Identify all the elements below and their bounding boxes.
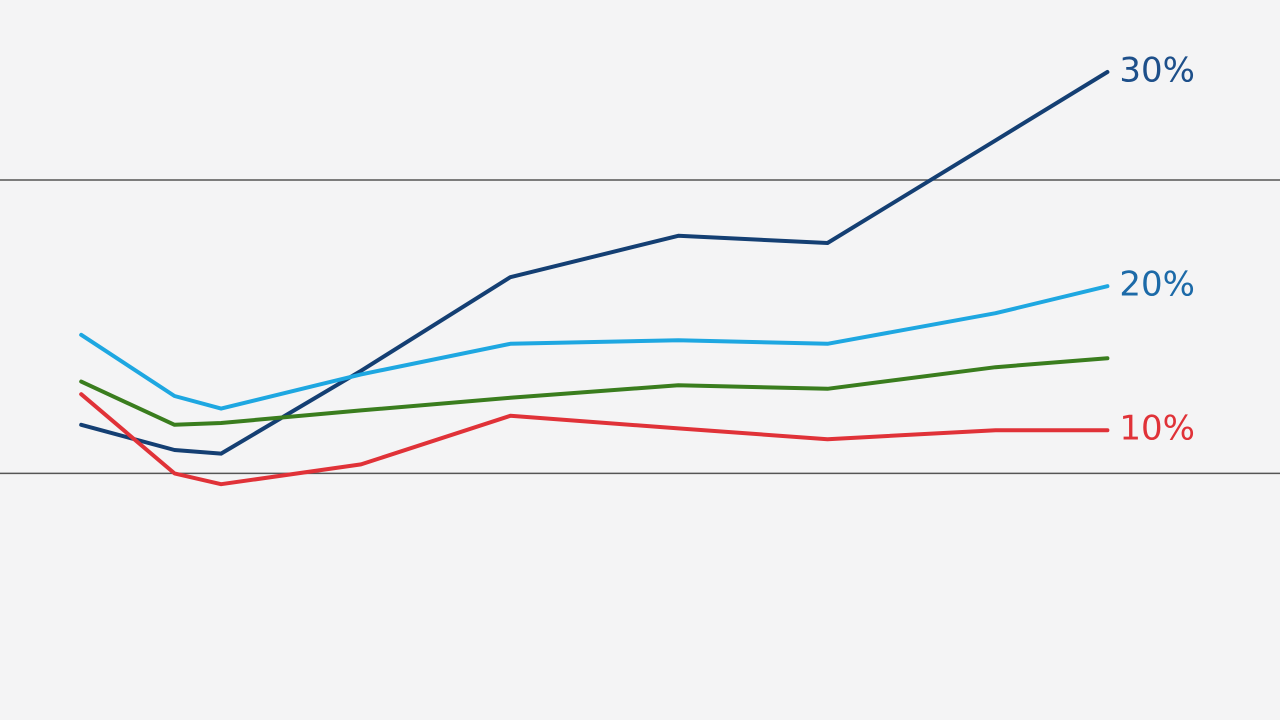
series-line	[79, 284, 1110, 411]
end-label: 30%	[1119, 51, 1195, 91]
end-label: 10%	[1119, 409, 1195, 449]
series-line	[79, 392, 1110, 487]
series-line	[79, 70, 1110, 456]
end-label: 20%	[1119, 265, 1195, 305]
series-line	[79, 356, 1110, 427]
